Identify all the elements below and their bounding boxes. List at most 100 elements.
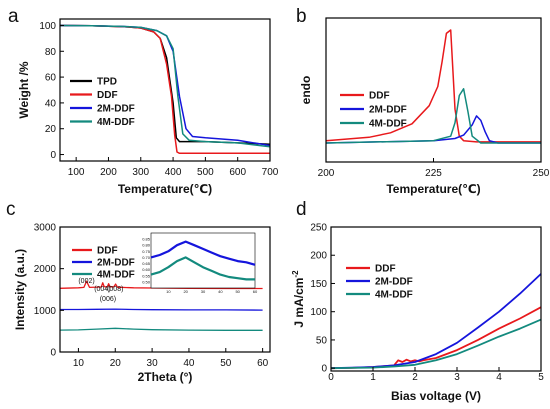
series-line-ddf bbox=[325, 29, 541, 143]
y-tick-label: 3000 bbox=[34, 223, 57, 234]
panel-letter: a bbox=[8, 6, 19, 27]
x-axis-title: Bias voltage (V) bbox=[391, 389, 481, 403]
inset-y-tick-label: 0.60 bbox=[142, 267, 151, 272]
y-axis-title: J mA/cm-2 bbox=[291, 270, 306, 328]
y-tick-label: 100 bbox=[310, 307, 327, 318]
series-line-2m-ddf bbox=[59, 24, 271, 147]
y-tick-label: 50 bbox=[316, 335, 328, 346]
series-line-2m-ddf bbox=[60, 308, 263, 311]
y-tick-label: 150 bbox=[310, 279, 327, 290]
x-tick-label: 5 bbox=[538, 372, 544, 383]
legend-label-2m-ddf: 2M-DDF bbox=[97, 104, 135, 115]
y-axis-title: endo bbox=[299, 76, 313, 105]
x-tick-label: 60 bbox=[257, 358, 269, 369]
y-tick-label: 0 bbox=[321, 364, 327, 375]
plot-frame bbox=[59, 226, 271, 353]
x-tick-label: 600 bbox=[229, 167, 246, 178]
y-tick-label: 250 bbox=[310, 223, 327, 234]
inset-y-tick-label: 0.75 bbox=[142, 249, 151, 254]
y-tick-label: 80 bbox=[45, 47, 57, 58]
x-axis-title: Temperature(℃) bbox=[386, 182, 480, 196]
legend-label-2m-ddf: 2M-DDF bbox=[97, 258, 135, 269]
x-tick-label: 2 bbox=[412, 372, 418, 383]
x-tick-label: 1 bbox=[370, 372, 376, 383]
series-line-4m-ddf bbox=[325, 88, 541, 144]
legend-label-tpd: TPD bbox=[97, 77, 117, 88]
legend-label-2m-ddf: 2M-DDF bbox=[369, 105, 407, 116]
x-tick-label: 250 bbox=[533, 168, 550, 179]
y-tick-label: 40 bbox=[45, 98, 57, 109]
y-tick-label: 100 bbox=[39, 21, 56, 32]
x-tick-label: 40 bbox=[183, 358, 195, 369]
series-line-2m-ddf bbox=[150, 240, 256, 266]
series-line-4m-ddf bbox=[59, 24, 271, 148]
series-line-tpd bbox=[59, 24, 271, 145]
y-tick-label: 0 bbox=[50, 150, 56, 161]
series-line-ddf bbox=[330, 306, 542, 370]
panel-letter: c bbox=[6, 199, 16, 220]
x-tick-label: 10 bbox=[73, 358, 85, 369]
panel-letter: d bbox=[296, 199, 307, 220]
legend-label-4m-ddf: 4M-DDF bbox=[97, 117, 135, 128]
series-line-4m-ddf bbox=[330, 318, 542, 370]
plot-frame bbox=[59, 18, 271, 162]
legend-label-ddf: DDF bbox=[375, 264, 396, 275]
x-tick-label: 3 bbox=[454, 372, 460, 383]
inset-y-tick-label: 0.80 bbox=[142, 243, 151, 248]
peak-label: (006) bbox=[100, 296, 116, 303]
legend-label-2m-ddf: 2M-DDF bbox=[375, 277, 413, 288]
x-tick-label: 0 bbox=[328, 372, 334, 383]
y-tick-label: 0 bbox=[50, 348, 56, 359]
legend-label-4m-ddf: 4M-DDF bbox=[369, 119, 407, 130]
y-axis-title-superscript: -2 bbox=[291, 270, 300, 278]
inset-x-tick-label: 60 bbox=[253, 289, 258, 294]
inset-y-tick-label: 0.55 bbox=[142, 273, 151, 278]
plot-frame bbox=[330, 226, 542, 372]
peak-label: (004) bbox=[94, 286, 110, 293]
series-line-2m-ddf bbox=[330, 273, 542, 370]
legend-label-ddf: DDF bbox=[97, 246, 118, 257]
series-line-4m-ddf bbox=[59, 327, 263, 331]
series-line-2m-ddf bbox=[325, 115, 541, 144]
inset-x-tick-label: 40 bbox=[218, 289, 223, 294]
inset-x-tick-label: 30 bbox=[201, 289, 206, 294]
y-tick-label: 20 bbox=[45, 124, 57, 135]
x-tick-label: 700 bbox=[262, 167, 279, 178]
y-tick-label: 60 bbox=[45, 73, 57, 84]
y-tick-label: 200 bbox=[310, 251, 327, 262]
inset-y-tick-label: 0.70 bbox=[142, 255, 151, 260]
legend-label-4m-ddf: 4M-DDF bbox=[375, 290, 413, 301]
inset-y-tick-label: 0.85 bbox=[142, 237, 151, 242]
y-axis-title: Weight /% bbox=[17, 61, 31, 118]
series-line-4m-ddf bbox=[150, 256, 255, 281]
y-tick-label: 1000 bbox=[34, 306, 57, 317]
inset-x-tick-label: 50 bbox=[235, 289, 240, 294]
series-line-ddf bbox=[59, 24, 270, 155]
x-tick-label: 50 bbox=[220, 358, 232, 369]
x-tick-label: 200 bbox=[318, 168, 335, 179]
legend-label-4m-ddf: 4M-DDF bbox=[97, 270, 135, 281]
inset-y-tick-label: 0.50 bbox=[142, 279, 151, 284]
y-axis-title: Intensity (a.u.) bbox=[13, 249, 27, 330]
inset-x-tick-label: 20 bbox=[183, 289, 188, 294]
legend-label-ddf: DDF bbox=[97, 90, 118, 101]
x-axis-title: Temperature(℃) bbox=[118, 182, 212, 196]
legend-label-ddf: DDF bbox=[369, 91, 390, 102]
panel-a: a 100 200 300 400 500 600 700 0 20 40 60 80 100 Temper… bbox=[8, 6, 279, 196]
panel-c: c 10 20 30 40 50 60 0 1000 2000 3000 2Theta (°) Inte… bbox=[6, 199, 271, 384]
inset-x-tick-label: 10 bbox=[166, 289, 171, 294]
x-tick-label: 100 bbox=[68, 167, 85, 178]
x-axis-title: 2Theta (°) bbox=[138, 370, 193, 384]
panel-b: b 200 225 250 Temperature(℃) endo DDF 2M-DDF 4M-… bbox=[296, 6, 550, 196]
x-tick-label: 4 bbox=[496, 372, 502, 383]
x-tick-label: 225 bbox=[425, 168, 442, 179]
y-tick-label: 2000 bbox=[34, 264, 57, 275]
inset-plot: 10 20 30 40 50 60 0.850.800.750.700.650.600.55… bbox=[142, 232, 258, 294]
panel-letter: b bbox=[296, 6, 307, 27]
inset-y-tick-label: 0.65 bbox=[142, 261, 151, 266]
x-tick-label: 200 bbox=[100, 167, 117, 178]
x-tick-label: 30 bbox=[147, 358, 159, 369]
peak-label: (008) bbox=[107, 286, 123, 293]
